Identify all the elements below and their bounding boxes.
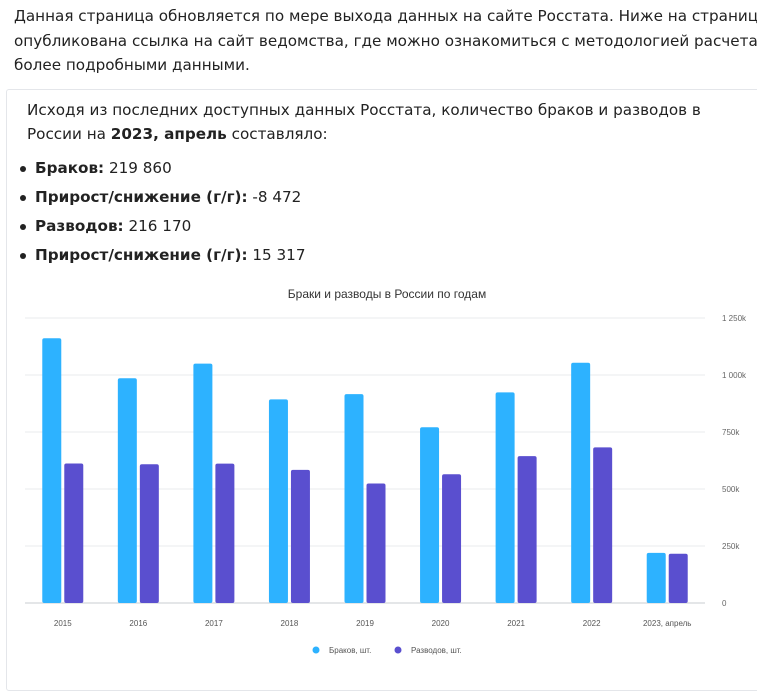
fact-label: Прирост/снижение (г/г):	[35, 188, 248, 206]
bar-divorces	[64, 463, 84, 603]
bar-divorces	[366, 483, 386, 603]
bar-divorces	[593, 447, 613, 603]
bar-marriages	[495, 392, 515, 603]
marriages-divorces-chart: Браки и разводы в России по годам 0 250k 50…	[25, 287, 747, 655]
fact-value: 15 317	[252, 246, 306, 264]
y-tick-label: 750k	[722, 428, 740, 437]
bar-marriages	[571, 362, 591, 603]
fact-value: 216 170	[128, 217, 192, 235]
fact-marriages-change: Прирост/снижение (г/г): -8 472	[7, 183, 306, 212]
bar-marriages	[193, 363, 213, 603]
bar-divorces	[139, 464, 159, 603]
x-tick-label: 2019	[356, 619, 374, 628]
y-tick-label: 500k	[722, 485, 740, 494]
x-tick-label: 2017	[205, 619, 223, 628]
y-tick-label: 1 000k	[722, 371, 747, 380]
summary-text: Исходя из последних доступных данных Рос…	[27, 98, 747, 146]
x-tick-label: 2021	[507, 619, 525, 628]
legend-label-marriages: Браков, шт.	[329, 646, 371, 655]
legend-marker-divorces	[394, 646, 402, 654]
x-tick-label: 2022	[583, 619, 601, 628]
bar-marriages	[42, 338, 62, 603]
y-tick-label: 250k	[722, 542, 740, 551]
fact-label: Разводов:	[35, 217, 124, 235]
bar-marriages	[646, 552, 666, 603]
summary-lead: Исходя из последних доступных данных Рос…	[27, 101, 701, 143]
bar-divorces	[442, 474, 462, 603]
bar-divorces	[290, 469, 310, 603]
fact-divorces: Разводов: 216 170	[7, 212, 306, 241]
legend-marker-marriages	[312, 646, 320, 654]
bar-marriages	[344, 394, 364, 603]
fact-value: -8 472	[252, 188, 302, 206]
y-tick-label: 0	[722, 599, 727, 608]
legend-label-divorces: Разводов, шт.	[411, 646, 462, 655]
bar-marriages	[117, 378, 137, 603]
y-tick-label: 1 250k	[722, 314, 747, 323]
x-tick-label: 2015	[54, 619, 72, 628]
fact-marriages: Браков: 219 860	[7, 154, 306, 183]
bar-divorces	[215, 463, 235, 603]
intro-paragraph: Данная страница обновляется по мере выхо…	[14, 7, 757, 74]
bar-divorces	[668, 553, 688, 603]
summary-period: 2023, апрель	[110, 125, 227, 143]
bar-divorces	[517, 456, 537, 603]
x-tick-label: 2018	[281, 619, 299, 628]
fact-label: Прирост/снижение (г/г):	[35, 246, 248, 264]
fact-divorces-change: Прирост/снижение (г/г): 15 317	[7, 241, 306, 270]
summary-tail: составляло:	[231, 125, 328, 143]
facts-list: Браков: 219 860 Прирост/снижение (г/г): …	[7, 154, 306, 270]
x-tick-label: 2016	[129, 619, 147, 628]
chart-title: Браки и разводы в России по годам	[288, 287, 486, 301]
fact-label: Браков:	[35, 159, 105, 177]
x-tick-label: 2020	[432, 619, 450, 628]
bar-marriages	[268, 399, 288, 603]
bar-marriages	[420, 427, 440, 603]
fact-value: 219 860	[108, 159, 172, 177]
x-tick-label: 2023, апрель	[643, 619, 692, 628]
